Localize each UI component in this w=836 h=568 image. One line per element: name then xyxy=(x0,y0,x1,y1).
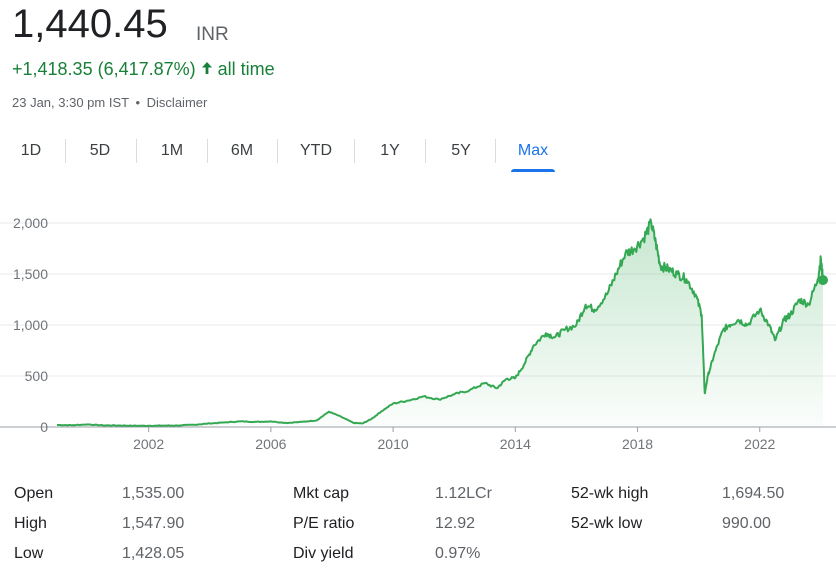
x-tick-label: 2022 xyxy=(744,436,775,452)
tab-divider xyxy=(354,139,355,163)
tab-label: 1M xyxy=(160,142,184,159)
tab-divider xyxy=(136,139,137,163)
stat-high-label: High xyxy=(14,515,47,532)
stat-52wk-high-label: 52-wk high xyxy=(571,485,649,502)
x-tick-label: 2014 xyxy=(500,436,531,452)
y-tick-label: 1,500 xyxy=(13,266,48,282)
y-tick-label: 500 xyxy=(25,368,49,384)
tab-label: 1Y xyxy=(380,142,400,159)
tab-label: 5Y xyxy=(451,142,471,159)
tab-1y[interactable]: 1Y xyxy=(367,134,413,168)
y-tick-label: 2,000 xyxy=(13,215,48,231)
stat-mktcap-value: 1.12LCr xyxy=(435,485,492,502)
tab-5y[interactable]: 5Y xyxy=(438,134,484,168)
y-tick-label: 0 xyxy=(40,419,48,435)
x-tick-label: 2006 xyxy=(255,436,286,452)
price-value: 1,440.45 xyxy=(12,2,168,46)
stat-low-label: Low xyxy=(14,545,44,562)
tab-label: 6M xyxy=(230,142,254,159)
tab-1m[interactable]: 1M xyxy=(149,134,195,168)
stat-52wk-low-label: 52-wk low xyxy=(571,515,643,532)
stats-table: Open 1,535.00 High 1,547.90 Low 1,428.05… xyxy=(0,478,836,568)
disclaimer-link[interactable]: Disclaimer xyxy=(146,95,208,110)
tab-max[interactable]: Max xyxy=(511,134,555,172)
currency-label: INR xyxy=(196,24,229,45)
price-chart[interactable]: 0 500 1,000 1,500 2,000 2002 2006 2010 2014 2018 2… xyxy=(0,195,836,465)
tab-divider xyxy=(425,139,426,163)
change-value: +1,418.35 (6,417.87%) xyxy=(12,59,196,79)
last-price-dot xyxy=(818,275,828,286)
meta-separator: • xyxy=(135,95,141,110)
stat-high-value: 1,547.90 xyxy=(122,515,185,532)
stat-pe-value: 12.92 xyxy=(435,515,476,532)
stat-mktcap-label: Mkt cap xyxy=(293,485,350,502)
stat-divyield-label: Div yield xyxy=(293,545,354,562)
tab-ytd[interactable]: YTD xyxy=(289,134,343,168)
tab-divider xyxy=(495,139,496,163)
stat-52wk-high-value: 1,694.50 xyxy=(722,485,785,502)
x-tick-label: 2010 xyxy=(378,436,409,452)
stat-open-value: 1,535.00 xyxy=(122,485,185,502)
tab-6m[interactable]: 6M xyxy=(219,134,265,168)
price-change: +1,418.35 (6,417.87%) all time xyxy=(12,59,275,80)
change-period: all time xyxy=(217,59,275,79)
stat-pe-label: P/E ratio xyxy=(293,515,355,532)
stat-52wk-low-value: 990.00 xyxy=(722,515,771,532)
price-area xyxy=(57,219,823,427)
tab-divider xyxy=(65,139,66,163)
price-line xyxy=(57,218,824,427)
x-tick-label: 2018 xyxy=(622,436,653,452)
stat-divyield-value: 0.97% xyxy=(435,545,481,562)
quote-meta: 23 Jan, 3:30 pm IST • Disclaimer xyxy=(12,95,207,110)
x-tick-label: 2002 xyxy=(133,436,164,452)
y-tick-label: 1,000 xyxy=(13,317,48,333)
tab-1d[interactable]: 1D xyxy=(8,134,54,168)
stat-open-label: Open xyxy=(14,485,54,502)
stat-low-value: 1,428.05 xyxy=(122,545,185,562)
tab-label: 5D xyxy=(89,142,111,159)
arrow-up-icon xyxy=(201,59,213,80)
tab-label: Max xyxy=(517,142,549,159)
tab-label: 1D xyxy=(20,142,42,159)
tab-5d[interactable]: 5D xyxy=(77,134,123,168)
tab-label: YTD xyxy=(300,142,332,159)
tab-divider xyxy=(277,139,278,163)
tab-divider xyxy=(207,139,208,163)
range-tabs: 1D 5D 1M 6M YTD 1Y 5Y Max xyxy=(0,134,836,172)
tab-selected-indicator xyxy=(511,169,555,172)
timestamp: 23 Jan, 3:30 pm IST xyxy=(12,95,129,110)
